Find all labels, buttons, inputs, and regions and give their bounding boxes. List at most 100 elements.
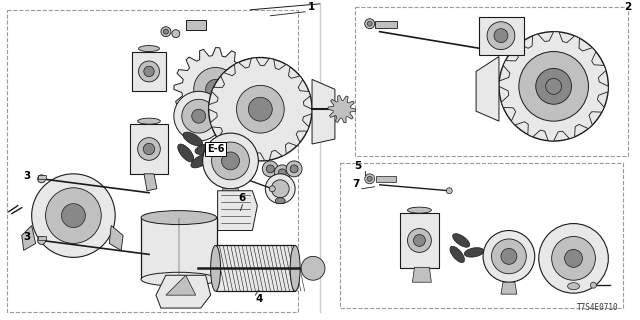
Polygon shape bbox=[209, 58, 312, 161]
Ellipse shape bbox=[178, 144, 194, 162]
Circle shape bbox=[278, 169, 286, 177]
Text: 3: 3 bbox=[24, 232, 31, 243]
Ellipse shape bbox=[450, 246, 465, 262]
Circle shape bbox=[143, 143, 155, 155]
Text: 3: 3 bbox=[24, 171, 31, 181]
Bar bbox=[399, 213, 439, 268]
Bar bbox=[186, 20, 205, 30]
Circle shape bbox=[266, 174, 295, 204]
Ellipse shape bbox=[195, 143, 216, 155]
Ellipse shape bbox=[191, 154, 211, 168]
Ellipse shape bbox=[174, 91, 223, 141]
Circle shape bbox=[546, 78, 562, 94]
Circle shape bbox=[45, 188, 101, 244]
Polygon shape bbox=[501, 282, 517, 294]
Polygon shape bbox=[174, 48, 257, 131]
Polygon shape bbox=[221, 189, 241, 201]
Circle shape bbox=[269, 186, 275, 192]
Bar bbox=[479, 17, 524, 54]
Circle shape bbox=[536, 68, 572, 104]
Circle shape bbox=[487, 22, 515, 50]
Bar bbox=[132, 52, 166, 91]
Bar bbox=[38, 175, 45, 179]
Circle shape bbox=[38, 236, 45, 244]
Bar bbox=[216, 245, 295, 291]
Ellipse shape bbox=[138, 118, 161, 124]
Ellipse shape bbox=[192, 109, 205, 123]
Circle shape bbox=[495, 48, 503, 56]
Circle shape bbox=[38, 175, 45, 183]
Bar bbox=[130, 124, 168, 174]
Circle shape bbox=[519, 52, 588, 121]
Circle shape bbox=[271, 180, 289, 198]
Text: E-6: E-6 bbox=[207, 144, 224, 154]
Text: 1: 1 bbox=[308, 2, 316, 12]
Circle shape bbox=[194, 68, 237, 111]
Ellipse shape bbox=[483, 230, 535, 282]
Circle shape bbox=[205, 79, 225, 99]
Circle shape bbox=[248, 97, 272, 121]
Circle shape bbox=[138, 61, 159, 82]
Ellipse shape bbox=[141, 272, 216, 286]
Circle shape bbox=[275, 165, 290, 181]
Polygon shape bbox=[218, 191, 257, 230]
Circle shape bbox=[161, 27, 171, 36]
Text: 2: 2 bbox=[624, 2, 632, 12]
Circle shape bbox=[301, 256, 325, 280]
Circle shape bbox=[552, 236, 595, 280]
Ellipse shape bbox=[211, 245, 221, 291]
Circle shape bbox=[408, 228, 431, 252]
Circle shape bbox=[446, 188, 452, 194]
Circle shape bbox=[539, 224, 609, 293]
Circle shape bbox=[367, 21, 372, 26]
Ellipse shape bbox=[290, 245, 300, 291]
Circle shape bbox=[237, 85, 284, 133]
Ellipse shape bbox=[492, 239, 526, 274]
Bar bbox=[374, 21, 397, 28]
Polygon shape bbox=[166, 275, 196, 295]
Circle shape bbox=[262, 161, 278, 177]
Circle shape bbox=[591, 282, 596, 288]
Polygon shape bbox=[22, 226, 36, 251]
Text: 6: 6 bbox=[239, 193, 246, 203]
Circle shape bbox=[183, 280, 195, 292]
Circle shape bbox=[365, 19, 374, 29]
Polygon shape bbox=[312, 79, 335, 144]
Polygon shape bbox=[476, 57, 499, 121]
Bar bbox=[376, 176, 396, 182]
Ellipse shape bbox=[452, 234, 470, 247]
Polygon shape bbox=[499, 32, 609, 141]
Circle shape bbox=[286, 161, 302, 177]
Ellipse shape bbox=[408, 207, 431, 213]
Circle shape bbox=[499, 32, 609, 141]
Ellipse shape bbox=[275, 198, 285, 204]
Circle shape bbox=[138, 138, 161, 160]
Polygon shape bbox=[109, 226, 123, 251]
Circle shape bbox=[367, 176, 372, 181]
Ellipse shape bbox=[141, 211, 216, 225]
Circle shape bbox=[365, 174, 374, 184]
Ellipse shape bbox=[183, 132, 202, 146]
Circle shape bbox=[290, 165, 298, 173]
Text: 5: 5 bbox=[354, 161, 361, 171]
Ellipse shape bbox=[203, 133, 259, 189]
Ellipse shape bbox=[568, 283, 579, 290]
Text: T7S4E0710: T7S4E0710 bbox=[577, 303, 618, 312]
Ellipse shape bbox=[212, 142, 250, 180]
Circle shape bbox=[31, 174, 115, 257]
Ellipse shape bbox=[464, 248, 484, 257]
Polygon shape bbox=[144, 174, 157, 191]
Ellipse shape bbox=[221, 152, 239, 170]
Circle shape bbox=[413, 235, 426, 246]
Circle shape bbox=[494, 29, 508, 43]
Circle shape bbox=[564, 249, 582, 267]
Text: 7: 7 bbox=[352, 179, 359, 189]
Ellipse shape bbox=[182, 99, 216, 133]
Circle shape bbox=[209, 58, 312, 161]
Circle shape bbox=[172, 30, 180, 38]
Bar bbox=[38, 236, 45, 240]
Bar bbox=[141, 218, 216, 279]
Polygon shape bbox=[412, 267, 431, 282]
Text: 4: 4 bbox=[255, 294, 263, 304]
Circle shape bbox=[266, 165, 275, 173]
